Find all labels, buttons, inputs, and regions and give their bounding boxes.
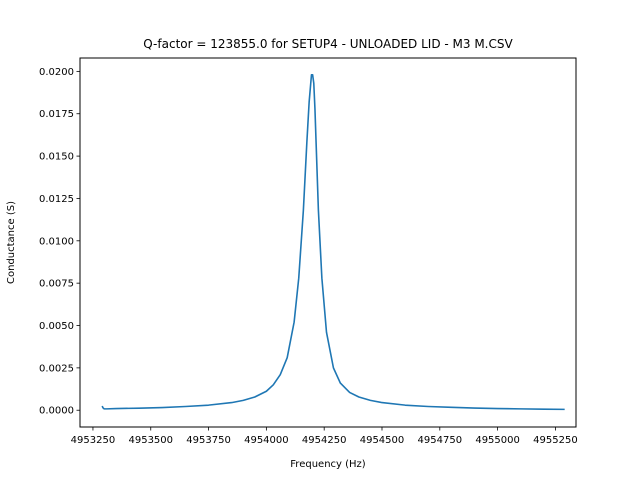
y-tick-label: 0.0000 [39, 406, 74, 417]
x-tick-label: 4954250 [302, 435, 347, 446]
x-tick-label: 4954750 [418, 435, 463, 446]
x-tick-label: 4954000 [244, 435, 289, 446]
series-line-0 [101, 73, 565, 411]
y-tick-label: 0.0125 [39, 194, 74, 205]
y-tick-label: 0.0175 [39, 109, 74, 120]
x-tick-label: 4953750 [186, 435, 231, 446]
plot-area [101, 73, 565, 411]
x-tick-label: 4953250 [71, 435, 116, 446]
y-axis-label: Conductance (S) [6, 201, 17, 284]
y-axis-ticks: 0.0000 0.0025 0.0050 0.0075 0.0100 0.0125 0.01… [39, 67, 80, 417]
x-tick-label: 4954500 [360, 435, 405, 446]
plot-frame [79, 57, 577, 428]
chart-title: Q-factor = 123855.0 for SETUP4 - UNLOADE… [143, 37, 513, 51]
x-tick-label: 4953500 [128, 435, 173, 446]
y-tick-label: 0.0050 [39, 321, 74, 332]
x-tick-label: 4955000 [475, 435, 520, 446]
x-axis-label: Frequency (Hz) [290, 459, 366, 470]
x-axis-ticks: 4953250 4953500 4953750 4954000 4954250 49545… [71, 427, 578, 446]
y-tick-label: 0.0025 [39, 363, 74, 374]
y-tick-label: 0.0150 [39, 152, 74, 163]
x-tick-label: 4955250 [533, 435, 578, 446]
y-tick-label: 0.0200 [39, 67, 74, 78]
y-tick-label: 0.0100 [39, 236, 74, 247]
y-tick-label: 0.0075 [39, 279, 74, 290]
